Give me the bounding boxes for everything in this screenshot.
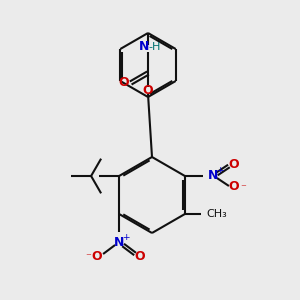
Text: ⁻: ⁻ xyxy=(85,252,91,262)
Text: N: N xyxy=(139,40,149,53)
Text: O: O xyxy=(143,83,153,97)
Text: O: O xyxy=(229,181,239,194)
Text: ⁻: ⁻ xyxy=(240,183,246,193)
Text: O: O xyxy=(135,250,146,262)
Text: +: + xyxy=(216,167,224,176)
Text: O: O xyxy=(118,76,129,88)
Text: CH₃: CH₃ xyxy=(206,209,227,219)
Text: N: N xyxy=(114,236,124,248)
Text: N: N xyxy=(208,169,218,182)
Text: +: + xyxy=(122,232,130,242)
Text: O: O xyxy=(229,158,239,172)
Text: -H: -H xyxy=(149,42,161,52)
Text: O: O xyxy=(92,250,102,262)
